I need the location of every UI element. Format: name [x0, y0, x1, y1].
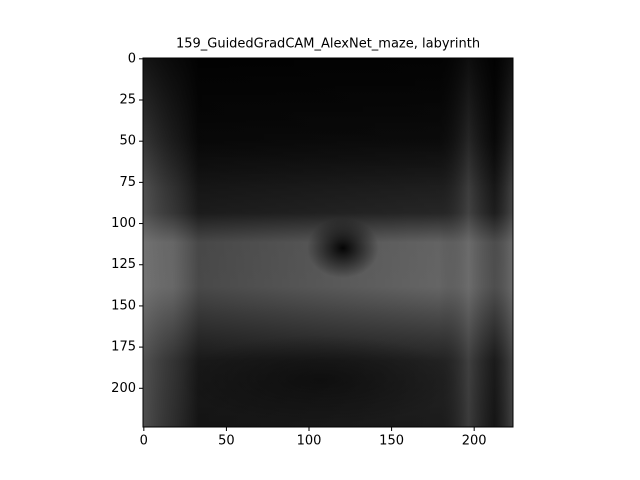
- y-tick-label: 0: [128, 51, 136, 66]
- y-tick-label: 50: [119, 134, 136, 149]
- y-tick-label: 150: [111, 298, 136, 313]
- x-tick-label: 100: [297, 434, 322, 449]
- chart-title: 159_GuidedGradCAM_AlexNet_maze, labyrint…: [176, 37, 480, 52]
- axes-frame: [142, 57, 514, 428]
- x-tick-label: 150: [379, 434, 404, 449]
- y-tick-label: 175: [111, 340, 136, 355]
- y-tick-label: 200: [111, 381, 136, 396]
- y-tick-label: 100: [111, 216, 136, 231]
- heatmap-image: [143, 58, 513, 427]
- y-tick-label: 25: [119, 93, 136, 108]
- y-tick-label: 125: [111, 257, 136, 272]
- x-tick-label: 0: [140, 434, 148, 449]
- x-tick-label: 200: [462, 434, 487, 449]
- y-tick-label: 75: [119, 175, 136, 190]
- x-tick-label: 50: [218, 434, 235, 449]
